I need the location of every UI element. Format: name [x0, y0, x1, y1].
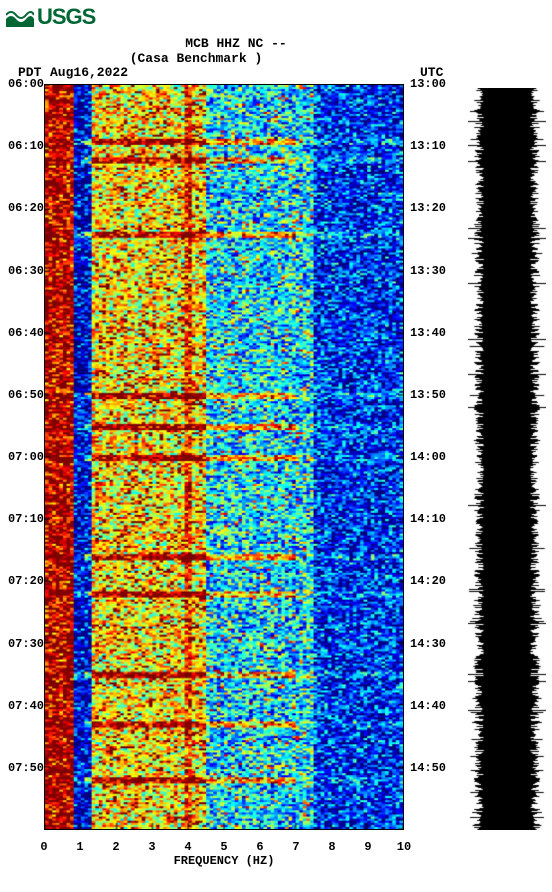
right-tick-label: 13:40 — [410, 326, 452, 340]
right-tick-label: 14:40 — [410, 699, 452, 713]
right-tick-label: 13:30 — [410, 264, 452, 278]
right-tick-label: 14:10 — [410, 512, 452, 526]
spectrogram-canvas — [44, 84, 404, 830]
left-tick-label: 06:00 — [2, 77, 44, 91]
x-tick-label: 10 — [394, 840, 414, 854]
left-tick-label: 07:20 — [2, 574, 44, 588]
left-tick-label: 06:50 — [2, 388, 44, 402]
usgs-logo: USGS — [6, 4, 95, 30]
date-label: Aug16,2022 — [50, 65, 128, 80]
left-tick-label: 07:50 — [2, 761, 44, 775]
x-tick-label: 4 — [178, 840, 198, 854]
frequency-axis: 012345678910 FREQUENCY (HZ) — [44, 830, 404, 890]
left-tick-label: 07:00 — [2, 450, 44, 464]
x-axis-title: FREQUENCY (HZ) — [44, 854, 404, 868]
logo-text: USGS — [37, 4, 95, 30]
right-tick-label: 13:10 — [410, 139, 452, 153]
right-tick-label: 13:50 — [410, 388, 452, 402]
right-tick-label: 14:30 — [410, 637, 452, 651]
x-tick-label: 3 — [142, 840, 162, 854]
station-subtitle: (Casa Benchmark ) — [0, 51, 472, 66]
right-tick-label: 14:20 — [410, 574, 452, 588]
right-tick-label: 14:50 — [410, 761, 452, 775]
amplitude-sideband — [468, 88, 546, 830]
x-tick-label: 5 — [214, 840, 234, 854]
left-tick-label: 06:20 — [2, 201, 44, 215]
x-tick-label: 1 — [70, 840, 90, 854]
x-tick-label: 9 — [358, 840, 378, 854]
left-time-axis: 06:0006:1006:2006:3006:4006:5007:0007:10… — [2, 84, 44, 830]
x-tick-label: 7 — [286, 840, 306, 854]
spectrogram-plot — [44, 84, 404, 830]
right-tick-label: 13:20 — [410, 201, 452, 215]
x-tick-label: 8 — [322, 840, 342, 854]
right-tick-label: 13:00 — [410, 77, 452, 91]
wave-icon — [6, 7, 34, 27]
chart-header: MCB HHZ NC -- PDT Aug16,2022 (Casa Bench… — [0, 36, 552, 66]
left-tick-label: 06:30 — [2, 264, 44, 278]
station-title: MCB HHZ NC -- — [0, 36, 552, 51]
right-time-axis: 13:0013:1013:2013:3013:4013:5014:0014:10… — [410, 84, 452, 830]
right-tick-label: 14:00 — [410, 450, 452, 464]
left-tick-label: 07:30 — [2, 637, 44, 651]
left-tick-label: 06:40 — [2, 326, 44, 340]
left-tick-label: 07:10 — [2, 512, 44, 526]
x-tick-label: 2 — [106, 840, 126, 854]
x-tick-label: 6 — [250, 840, 270, 854]
x-tick-label: 0 — [34, 840, 54, 854]
left-tick-label: 07:40 — [2, 699, 44, 713]
left-tick-label: 06:10 — [2, 139, 44, 153]
